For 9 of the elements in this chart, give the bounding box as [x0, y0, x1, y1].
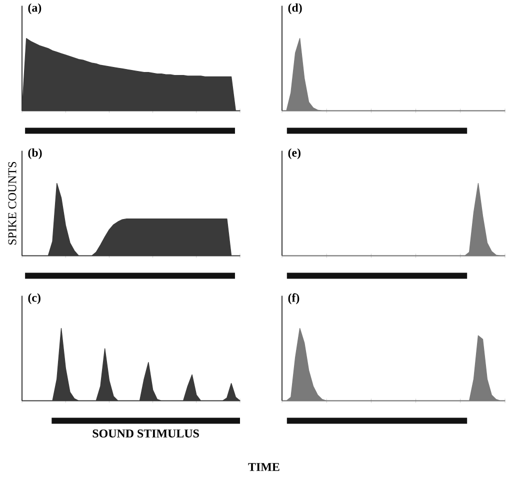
chart-title: (e) — [288, 148, 300, 160]
chart-title: (d) — [288, 3, 302, 14]
text: SOUND STIMULUS — [92, 430, 199, 438]
chart-title: (f) — [288, 293, 300, 304]
chart-title: (a) — [28, 3, 42, 14]
chart-title: (c) — [28, 293, 40, 304]
y-axis-title: SPIKE COUNTS — [8, 162, 16, 245]
chart-title: (b) — [28, 148, 42, 160]
x-axis-title: TIME — [248, 463, 280, 472]
